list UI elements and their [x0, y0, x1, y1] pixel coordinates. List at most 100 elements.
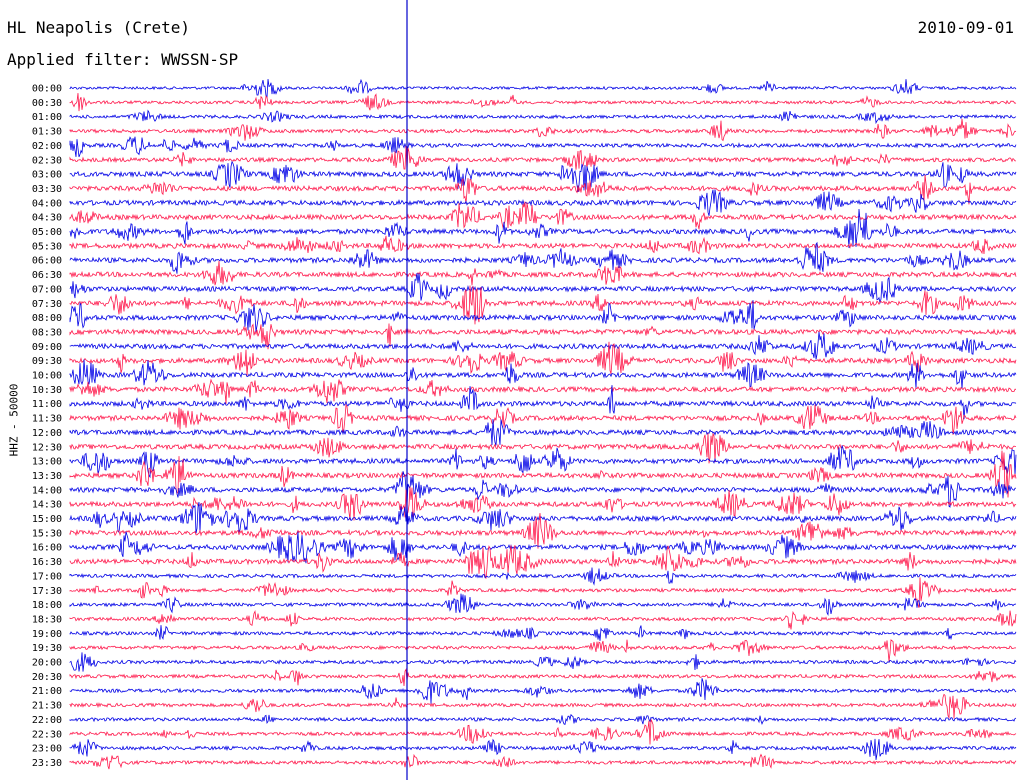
row-time-label: 19:00 [32, 629, 62, 640]
row-time-label: 03:30 [32, 184, 62, 195]
row-time-label: 00:30 [32, 98, 62, 109]
row-time-label: 14:30 [32, 500, 62, 511]
row-time-label: 00:00 [32, 84, 62, 95]
row-time-label: 23:00 [32, 744, 62, 755]
trace-line [69, 174, 1017, 205]
row-time-label: 19:30 [32, 643, 62, 654]
trace-line [69, 385, 1017, 420]
row-time-label: 12:00 [32, 428, 62, 439]
trace-line [69, 300, 1017, 332]
trace-line [69, 593, 1017, 616]
row-time-label: 18:30 [32, 614, 62, 625]
row-time-label: 21:30 [32, 701, 62, 712]
trace-line [69, 145, 1016, 171]
trace-line [69, 693, 1017, 719]
row-time-label: 22:30 [32, 729, 62, 740]
trace-line [69, 753, 1017, 770]
row-time-label: 09:30 [32, 356, 62, 367]
trace-line [69, 577, 1017, 608]
row-time-label: 13:00 [32, 457, 62, 468]
trace-line [69, 378, 1017, 404]
row-time-label: 16:00 [32, 543, 62, 554]
trace-line [69, 719, 1017, 745]
date-label: 2010-09-01 [917, 18, 1014, 37]
trace-line [69, 502, 1017, 534]
trace-line [69, 331, 1017, 360]
trace-line [69, 652, 1017, 672]
row-time-label: 16:30 [32, 557, 62, 568]
trace-line [69, 403, 1017, 435]
trace-line [69, 610, 1017, 630]
trace-line [69, 713, 1017, 726]
trace-line [69, 235, 1017, 255]
row-time-label: 23:30 [32, 758, 62, 769]
trace-line [69, 341, 1017, 376]
row-time-label: 13:30 [32, 471, 62, 482]
row-time-label: 22:00 [32, 715, 62, 726]
trace-line [69, 471, 1017, 508]
trace-line [69, 625, 1017, 641]
trace-line [69, 450, 1017, 498]
row-time-label: 02:30 [32, 155, 62, 166]
trace-line [69, 285, 1017, 325]
trace-line [69, 160, 1017, 192]
row-time-label: 12:30 [32, 442, 62, 453]
row-time-label: 04:30 [32, 213, 62, 224]
trace-line [69, 545, 1017, 579]
trace-line [69, 486, 1017, 521]
row-time-label: 15:00 [32, 514, 62, 525]
trace-line [69, 738, 1017, 760]
row-time-label: 06:00 [32, 256, 62, 267]
trace-line [69, 78, 1017, 98]
row-time-label: 08:30 [32, 327, 62, 338]
filter-label: Applied filter: WWSSN-SP [7, 50, 239, 69]
row-time-label: 02:00 [32, 141, 62, 152]
row-time-label: 18:00 [32, 600, 62, 611]
row-time-label: 11:00 [32, 399, 62, 410]
trace-line [69, 445, 1017, 479]
trace-line [69, 189, 1017, 216]
trace-line [69, 208, 1017, 249]
trace-line [69, 241, 1016, 274]
row-time-label: 11:30 [32, 414, 62, 425]
row-time-label: 05:00 [32, 227, 62, 238]
trace-line [69, 136, 1017, 158]
trace-line [69, 513, 1017, 549]
row-time-label: 10:00 [32, 371, 62, 382]
trace-line [69, 567, 1017, 586]
row-time-label: 20:00 [32, 658, 62, 669]
trace-line [69, 109, 1017, 125]
trace-line [69, 260, 1017, 286]
trace-line [69, 272, 1017, 304]
row-time-label: 06:30 [32, 270, 62, 281]
trace-line [69, 93, 1017, 112]
row-time-label: 04:00 [32, 198, 62, 209]
trace-line [69, 668, 1017, 687]
trace-line [69, 359, 1017, 390]
row-time-label: 08:00 [32, 313, 62, 324]
row-time-label: 17:00 [32, 571, 62, 582]
row-time-label: 01:00 [32, 112, 62, 123]
trace-line [69, 531, 1017, 564]
trace-line [69, 118, 1017, 142]
row-time-label: 10:30 [32, 385, 62, 396]
row-time-label: 09:00 [32, 342, 62, 353]
row-time-label: 15:30 [32, 528, 62, 539]
trace-line [69, 323, 1017, 350]
station-title: HL Neapolis (Crete) [7, 18, 191, 37]
trace-line [69, 201, 1017, 230]
trace-line [69, 433, 1016, 464]
row-time-label: 20:30 [32, 672, 62, 683]
row-time-label: 07:00 [32, 284, 62, 295]
trace-line [69, 678, 1017, 704]
trace-line [69, 418, 1017, 446]
row-time-label: 07:30 [32, 299, 62, 310]
row-time-label: 17:30 [32, 586, 62, 597]
row-time-label: 05:30 [32, 241, 62, 252]
row-time-label: 21:00 [32, 686, 62, 697]
row-time-label: 14:00 [32, 485, 62, 496]
row-time-label: 03:00 [32, 170, 62, 181]
trace-line [69, 639, 1017, 662]
row-time-label: 01:30 [32, 127, 62, 138]
